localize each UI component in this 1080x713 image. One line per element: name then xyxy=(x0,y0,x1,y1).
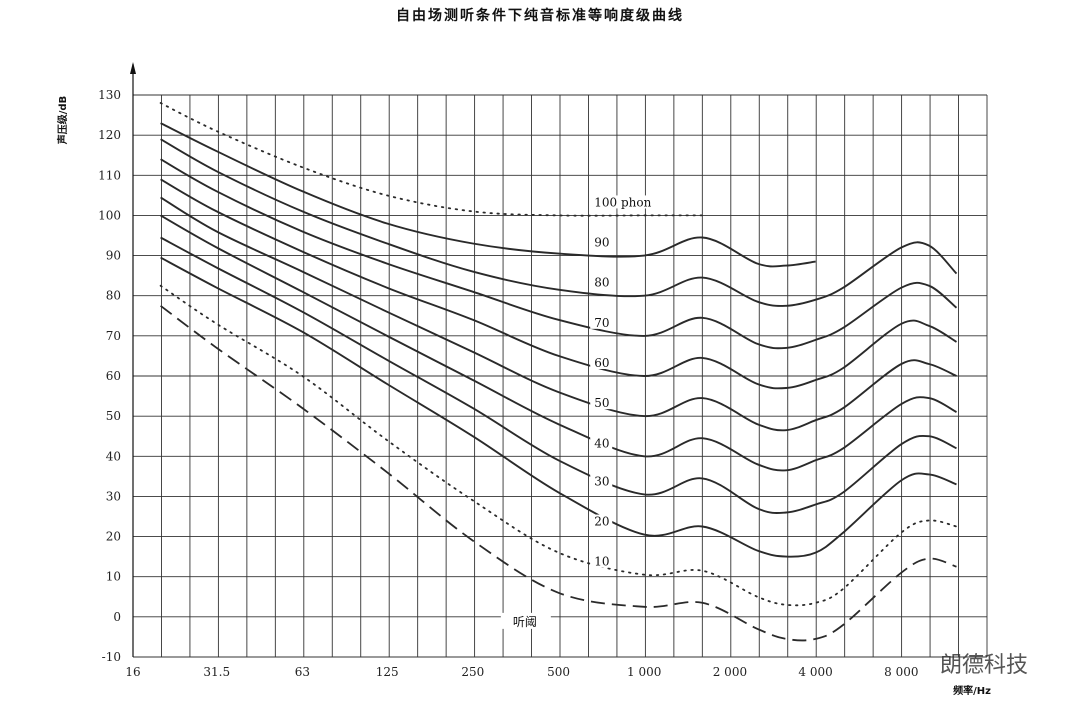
y-tick-label: 0 xyxy=(113,610,121,624)
x-tick-label: 8 000 xyxy=(884,665,918,679)
x-tick-label: 4 000 xyxy=(798,665,832,679)
chart-title: 自由场测听条件下纯音标准等响度级曲线 xyxy=(396,7,684,24)
phon-label: 20 xyxy=(594,515,609,529)
x-axis-label: 频率/Hz xyxy=(953,684,991,697)
series-group xyxy=(159,102,958,642)
y-tick-label: 20 xyxy=(106,530,121,544)
phon-label: 40 xyxy=(594,436,609,450)
label-bg xyxy=(590,436,613,450)
phon-label: 90 xyxy=(594,236,609,250)
y-axis-label: 声压级/dB xyxy=(56,96,69,145)
series-line xyxy=(160,196,957,432)
y-tick-label: 10 xyxy=(106,570,121,584)
phon-label: 80 xyxy=(594,276,609,290)
y-tick-label: 90 xyxy=(106,249,121,263)
label-bg xyxy=(590,195,661,209)
series-line xyxy=(160,214,957,472)
label-bg xyxy=(590,514,613,528)
phon-label: 50 xyxy=(594,396,609,410)
y-tick-label: 70 xyxy=(106,329,121,343)
grid xyxy=(133,94,988,658)
series-line xyxy=(160,138,958,307)
label-bg xyxy=(590,474,613,488)
series-line xyxy=(159,284,958,607)
y-tick-label: 80 xyxy=(106,289,121,303)
phon-label: 100 phon xyxy=(594,195,651,209)
y-tick-label: 50 xyxy=(106,409,121,423)
phon-label: 10 xyxy=(594,555,609,569)
label-bg xyxy=(500,612,551,629)
x-tick-label: 2 000 xyxy=(713,665,747,679)
threshold-label: 听阈 xyxy=(513,614,537,629)
series-line xyxy=(160,236,957,514)
x-tick-label: 250 xyxy=(461,665,484,679)
phon-label: 30 xyxy=(594,474,609,488)
y-tick-label: 100 xyxy=(98,208,121,222)
y-tick-label: 130 xyxy=(98,88,121,102)
series-line xyxy=(160,305,957,642)
y-tick-label: 60 xyxy=(106,369,121,383)
label-bg xyxy=(590,275,613,289)
label-bg xyxy=(590,235,613,249)
y-tick-label: 110 xyxy=(98,168,121,182)
axes: -10 0 10 20 30 40 50 60 70 80 90 100 110 120 130 16 31.5… xyxy=(98,62,918,679)
x-tick-label: 16 xyxy=(125,665,140,679)
y-tick-label: 30 xyxy=(106,489,121,503)
label-bg xyxy=(590,356,613,369)
y-tick-label: -10 xyxy=(102,650,121,664)
series-line xyxy=(160,256,957,558)
series-line xyxy=(160,178,957,390)
label-bg xyxy=(590,396,613,410)
series-line xyxy=(160,158,958,350)
x-tick-label: 125 xyxy=(376,665,399,679)
x-tick-label: 63 xyxy=(295,665,310,679)
y-axis-arrow xyxy=(130,62,136,74)
label-bg xyxy=(590,315,613,329)
y-tick-label: 120 xyxy=(98,128,121,142)
annotations: 100 phon 90 80 70 60 50 40 30 20 10 听阈 xyxy=(500,195,661,629)
label-bg xyxy=(590,554,613,568)
series-line xyxy=(159,102,704,217)
series-line xyxy=(160,122,816,268)
x-tick-label: 31.5 xyxy=(203,665,230,679)
y-tick-label: 40 xyxy=(106,449,121,463)
x-tick-label: 1 000 xyxy=(627,665,661,679)
phon-label: 60 xyxy=(594,356,609,370)
phon-label: 70 xyxy=(594,316,609,330)
x-tick-label: 500 xyxy=(547,665,570,679)
